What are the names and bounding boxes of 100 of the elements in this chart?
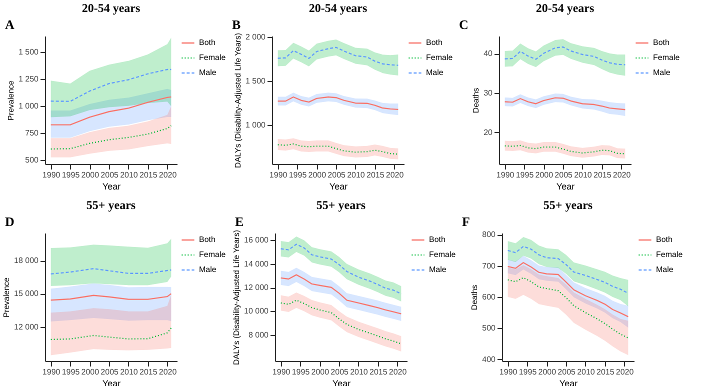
x-tick-label: 2010 xyxy=(347,170,366,180)
legend-label: Male xyxy=(656,265,674,274)
legend-label: Male xyxy=(199,68,217,77)
line-series xyxy=(507,246,629,294)
y-tick-label: 1 250 xyxy=(18,74,40,84)
x-tick-label: 2000 xyxy=(538,368,557,376)
y-tick-label: 8 000 xyxy=(248,330,270,340)
y-tick-label: 12 000 xyxy=(14,322,40,332)
x-tick-label: 2010 xyxy=(350,368,368,376)
chart-title: 55+ years xyxy=(543,198,593,212)
line-series xyxy=(50,293,172,301)
legend-label: Both xyxy=(429,235,446,244)
x-axis-title: Year xyxy=(556,182,575,192)
y-tick-label: 700 xyxy=(482,261,496,270)
y-axis-title: DALYs (Disability-Adjusted Life Years) xyxy=(233,32,242,168)
line-series xyxy=(280,274,402,314)
x-tick-label: 1995 xyxy=(292,368,310,376)
y-tick-label: 12 000 xyxy=(244,283,270,292)
y-tick-label: 20 xyxy=(484,128,494,137)
line-series xyxy=(507,262,629,318)
y-tick-label: 14 000 xyxy=(244,259,270,268)
legend-label: Both xyxy=(199,235,216,244)
x-tick-label: 1990 xyxy=(272,368,291,376)
x-tick-label: 1995 xyxy=(288,170,308,180)
text: D xyxy=(5,214,14,229)
line-series xyxy=(507,277,629,338)
chart-title: 20-54 years xyxy=(82,1,140,15)
x-tick-label: 2005 xyxy=(328,170,346,180)
y-tick-label: 30 xyxy=(484,88,494,98)
x-tick-label: 1995 xyxy=(62,170,80,180)
line-series xyxy=(50,327,172,340)
y-axis-title: Prevalence xyxy=(6,80,16,121)
x-tick-label: 1995 xyxy=(62,368,80,376)
x-tick-label: 2000 xyxy=(81,368,100,376)
x-tick-label: 2015 xyxy=(596,368,615,376)
x-tick-label: 1990 xyxy=(496,170,515,180)
y-tick-label: 1 000 xyxy=(18,102,40,111)
line-series xyxy=(50,96,172,126)
x-axis-title: Year xyxy=(329,182,348,192)
x-tick-label: 2010 xyxy=(120,170,138,180)
line-series xyxy=(504,46,626,66)
y-tick-label: 40 xyxy=(484,49,494,58)
x-tick-label: 2000 xyxy=(535,170,554,180)
y-tick-label: 750 xyxy=(25,128,40,138)
y-tick-label: 500 xyxy=(482,324,496,333)
x-tick-label: 2015 xyxy=(366,170,385,180)
x-tick-label: 2005 xyxy=(100,368,120,376)
y-tick-label: 18 000 xyxy=(14,256,40,266)
y-tick-label: 16 000 xyxy=(244,236,270,245)
x-tick-label: 2015 xyxy=(139,170,158,180)
x-tick-label: 1990 xyxy=(42,170,61,180)
x-tick-label: 2020 xyxy=(158,170,178,180)
line-series xyxy=(504,97,626,110)
y-tick-label: 800 xyxy=(482,230,496,240)
legend-label: Male xyxy=(426,68,444,77)
legend-label: Female xyxy=(429,250,456,259)
line-series xyxy=(280,300,402,344)
legend-label: Female xyxy=(199,53,226,62)
y-tick-label: 1 500 xyxy=(18,48,40,57)
x-tick-label: 2015 xyxy=(593,170,612,180)
line-series xyxy=(277,143,399,155)
text: E xyxy=(235,214,244,229)
x-tick-label: 2010 xyxy=(120,368,138,376)
legend-label: Both xyxy=(656,235,672,244)
x-tick-label: 2010 xyxy=(574,170,592,180)
x-tick-label: 1995 xyxy=(516,170,534,180)
legend-label: Male xyxy=(653,68,671,77)
x-tick-label: 2020 xyxy=(388,368,408,376)
x-tick-label: 2010 xyxy=(577,368,596,376)
text: C xyxy=(459,17,468,32)
legend-label: Both xyxy=(426,38,442,47)
y-axis-title: DALYs (Disability-Adjusted Life Years) xyxy=(232,230,242,366)
x-tick-label: 1990 xyxy=(499,368,518,376)
chart-title: 55+ years xyxy=(86,198,136,212)
legend-label: Female xyxy=(426,53,454,62)
line-series xyxy=(50,125,172,150)
legend-label: Male xyxy=(429,265,447,274)
y-tick-label: 1 000 xyxy=(245,120,266,130)
text: B xyxy=(232,17,241,32)
x-tick-label: 2005 xyxy=(554,170,574,180)
x-tick-label: 2020 xyxy=(616,368,634,376)
line-series xyxy=(277,46,399,66)
text: F xyxy=(462,214,470,229)
x-tick-label: 2005 xyxy=(100,170,120,180)
legend-label: Both xyxy=(199,38,216,47)
line-series xyxy=(50,68,172,102)
y-tick-label: 15 000 xyxy=(14,289,40,298)
x-tick-label: 2000 xyxy=(308,170,327,180)
x-tick-label: 2000 xyxy=(311,368,330,376)
legend-label: Female xyxy=(199,250,226,259)
y-tick-label: 400 xyxy=(482,354,496,364)
y-tick-label: 1 500 xyxy=(245,76,266,86)
chart-title: 55+ years xyxy=(316,198,366,212)
y-tick-label: 2 000 xyxy=(245,32,266,42)
chart-title: 20-54 years xyxy=(536,1,594,15)
x-tick-label: 1990 xyxy=(42,368,61,376)
legend-label: Female xyxy=(656,250,684,259)
x-axis-title: Year xyxy=(102,182,121,192)
y-axis-title: Deaths xyxy=(472,88,481,114)
chart-title: 20-54 years xyxy=(308,1,368,15)
